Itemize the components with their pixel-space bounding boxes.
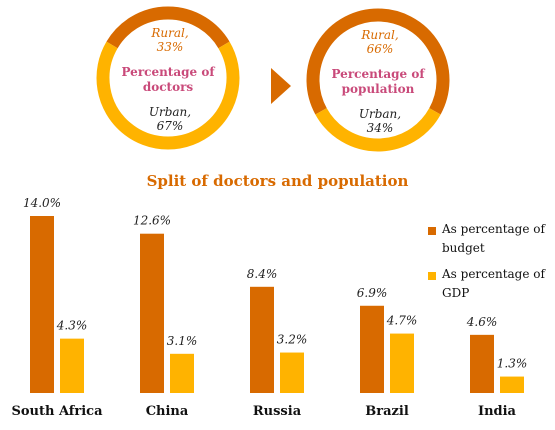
bar bbox=[250, 286, 274, 393]
category-label: China bbox=[146, 404, 189, 419]
chart-legend: As percentage of budget As percentage of… bbox=[428, 220, 553, 303]
bar bbox=[140, 233, 164, 393]
segment-value: 33% bbox=[157, 40, 184, 54]
data-label: 4.6% bbox=[466, 315, 498, 329]
legend-label-line: budget bbox=[442, 241, 485, 255]
data-label: 6.9% bbox=[357, 286, 388, 300]
bar bbox=[500, 376, 524, 393]
legend-label-line: As percentage of bbox=[442, 222, 545, 236]
category-label: Brazil bbox=[365, 404, 409, 419]
donut-center-label: population bbox=[342, 82, 415, 96]
data-label: 1.3% bbox=[497, 357, 528, 371]
donut-segment-rural bbox=[106, 6, 230, 49]
arrow-icon bbox=[271, 68, 291, 104]
bar bbox=[280, 352, 304, 393]
bar bbox=[60, 338, 84, 393]
donut-center-label: Percentage of bbox=[121, 65, 215, 79]
legend-label-line: As percentage of bbox=[442, 267, 545, 281]
segment-value: 34% bbox=[367, 121, 394, 135]
bar-group: 8.4% 3.2% Russia bbox=[247, 267, 308, 419]
donut-center-label: doctors bbox=[143, 80, 194, 94]
bar bbox=[170, 353, 194, 393]
donut-segment-urban bbox=[96, 41, 240, 150]
segment-label: Rural, bbox=[150, 26, 188, 40]
data-label: 4.7% bbox=[386, 314, 418, 328]
segment-label: Urban, bbox=[359, 107, 401, 121]
bar bbox=[470, 334, 494, 393]
bar bbox=[30, 216, 54, 393]
bar bbox=[390, 333, 414, 393]
category-label: India bbox=[478, 404, 517, 419]
bar-group: 14.0% 4.3% South Africa bbox=[11, 196, 103, 419]
donut-charts: Rural,33%Percentage ofdoctorsUrban,67%Ru… bbox=[96, 6, 450, 152]
legend-swatch-budget bbox=[428, 227, 436, 235]
data-label: 14.0% bbox=[23, 196, 61, 210]
bar-group: 12.6% 3.1% China bbox=[133, 214, 197, 419]
segment-value: 67% bbox=[157, 119, 184, 133]
data-label: 4.3% bbox=[56, 319, 88, 333]
legend-label-line: GDP bbox=[442, 286, 470, 300]
bar-group: 6.9% 4.7% Brazil bbox=[357, 286, 418, 419]
donut-segment-rural bbox=[306, 8, 450, 115]
donut-center-label: Percentage of bbox=[331, 67, 425, 81]
category-label: South Africa bbox=[11, 404, 103, 419]
category-label: Russia bbox=[253, 404, 302, 419]
chart-subtitle: Split of doctors and population bbox=[146, 172, 409, 190]
legend-item-budget: As percentage of budget bbox=[428, 220, 553, 258]
segment-label: Urban, bbox=[149, 105, 191, 119]
donut-segment-urban bbox=[315, 108, 441, 152]
data-label: 8.4% bbox=[247, 267, 278, 281]
data-label: 12.6% bbox=[133, 214, 171, 228]
data-label: 3.1% bbox=[167, 334, 198, 348]
legend-swatch-gdp bbox=[428, 272, 436, 280]
segment-label: Rural, bbox=[360, 28, 398, 42]
bar bbox=[360, 305, 384, 393]
data-label: 3.2% bbox=[277, 333, 308, 347]
legend-item-gdp: As percentage of GDP bbox=[428, 265, 553, 303]
bar-group: 4.6% 1.3% India bbox=[466, 315, 528, 419]
segment-value: 66% bbox=[367, 42, 394, 56]
